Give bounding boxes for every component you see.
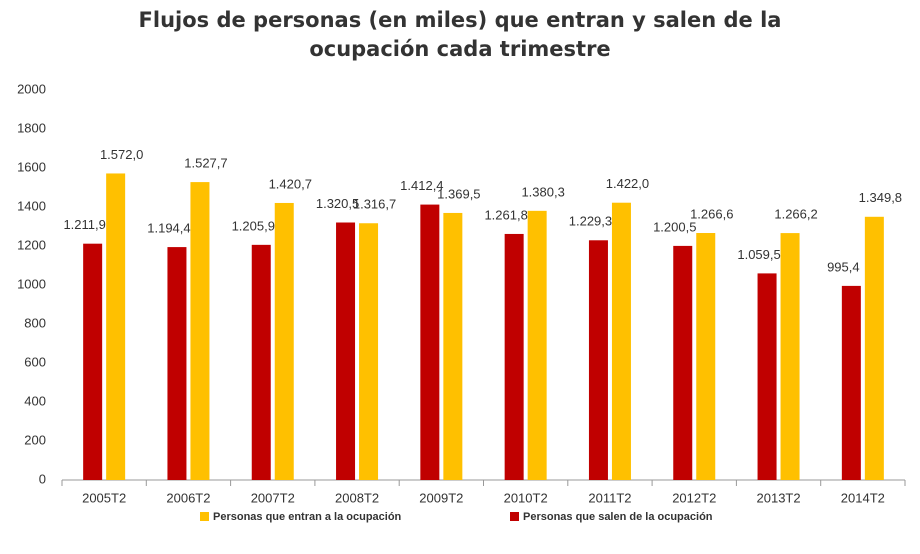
y-tick-label: 600	[24, 354, 46, 369]
legend-label: Personas que salen de la ocupación	[523, 511, 713, 523]
value-label: 1.211,9	[63, 217, 105, 232]
value-label: 1.412,4	[400, 178, 443, 193]
y-tick-label: 800	[24, 315, 46, 330]
bar	[274, 202, 294, 480]
bar	[420, 204, 440, 480]
value-label: 1.380,3	[521, 184, 564, 199]
value-label: 1.205,9	[232, 218, 275, 233]
chart-title: Flujos de personas (en miles) que entran…	[138, 8, 782, 61]
bar	[696, 233, 716, 480]
value-label: 1.369,5	[437, 186, 480, 201]
value-label: 1.572,0	[100, 147, 143, 162]
y-tick-label: 1800	[17, 120, 46, 135]
value-label: 1.266,2	[774, 207, 817, 222]
x-tick-label: 2007T2	[251, 490, 295, 505]
bar	[504, 233, 524, 480]
bar	[841, 285, 861, 480]
bar	[359, 223, 379, 480]
value-label: 1.349,8	[859, 190, 902, 205]
value-label: 1.059,5	[737, 247, 780, 262]
bar	[83, 243, 103, 480]
bar	[106, 173, 126, 480]
x-tick-label: 2010T2	[504, 490, 548, 505]
bar	[780, 233, 800, 480]
value-label: 1.320,5	[316, 196, 359, 211]
y-tick-label: 0	[39, 471, 46, 486]
bar	[757, 273, 777, 480]
x-tick-label: 2013T2	[757, 490, 801, 505]
value-label: 1.261,8	[484, 207, 527, 222]
bar	[588, 240, 608, 480]
legend-label: Personas que entran a la ocupación	[213, 511, 402, 523]
y-tick-label: 2000	[17, 81, 46, 96]
value-label: 1.422,0	[606, 176, 649, 191]
legend-swatch	[510, 512, 519, 521]
value-label: 1.420,7	[269, 176, 312, 191]
value-label: 1.266,6	[690, 206, 733, 221]
bar	[443, 212, 463, 480]
bar	[251, 244, 271, 480]
x-tick-label: 2006T2	[166, 490, 210, 505]
x-tick-label: 2009T2	[419, 490, 463, 505]
value-label: 1.527,7	[184, 156, 227, 171]
x-tick-label: 2011T2	[588, 490, 631, 505]
x-tick-label: 2008T2	[335, 490, 379, 505]
value-label: 1.200,5	[653, 219, 696, 234]
y-tick-label: 1600	[17, 159, 46, 174]
value-label: 1.316,7	[353, 197, 396, 212]
y-tick-label: 200	[24, 432, 46, 447]
bar	[336, 222, 356, 480]
x-tick-label: 2005T2	[82, 490, 126, 505]
y-tick-label: 1200	[17, 237, 46, 252]
value-label: 995,4	[827, 259, 860, 274]
value-label: 1.229,3	[569, 214, 612, 229]
y-tick-label: 1400	[17, 198, 46, 213]
bar	[611, 202, 631, 480]
bar	[167, 247, 187, 480]
y-tick-label: 1000	[17, 276, 46, 291]
bar	[527, 210, 547, 481]
legend-swatch	[200, 512, 209, 521]
bar	[673, 245, 693, 480]
bar	[190, 182, 210, 480]
value-label: 1.194,4	[147, 221, 190, 236]
x-tick-label: 2014T2	[841, 490, 885, 505]
y-tick-label: 400	[24, 393, 46, 408]
x-tick-label: 2012T2	[672, 490, 716, 505]
bar	[864, 216, 884, 480]
